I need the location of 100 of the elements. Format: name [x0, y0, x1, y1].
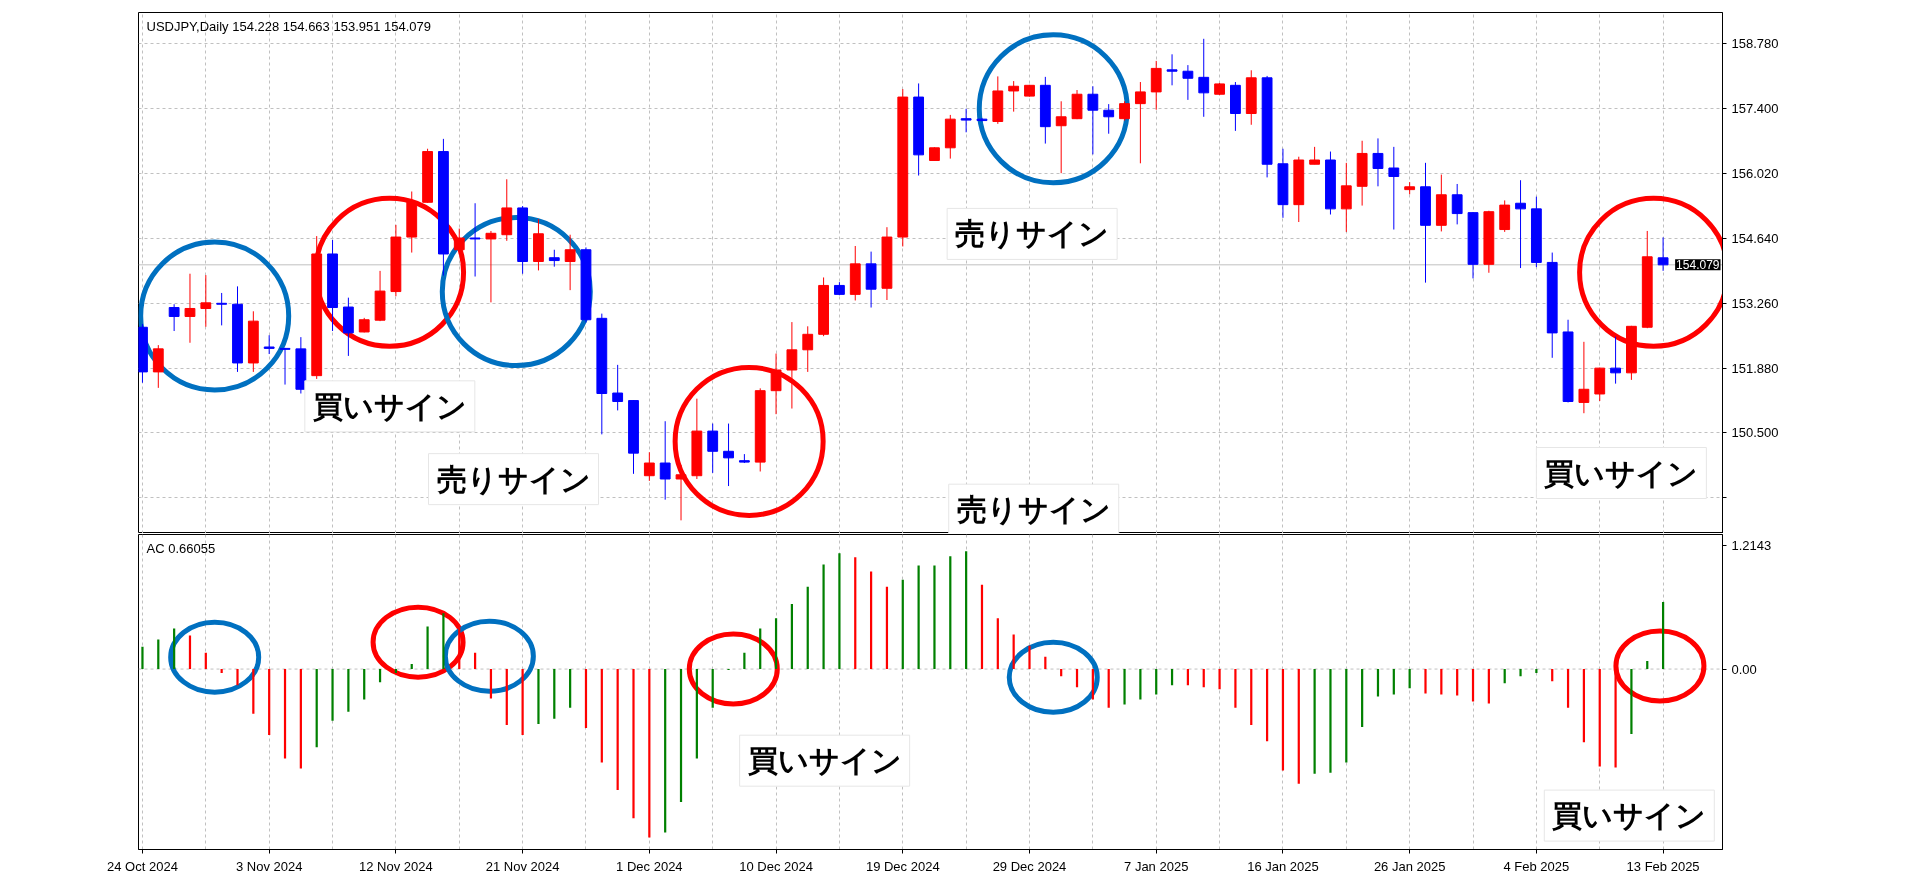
annotation: 買いサイン: [1544, 455, 1699, 491]
candlestick: [263, 334, 275, 355]
bar: [949, 556, 952, 670]
bar: [283, 669, 287, 759]
candlestick: [152, 344, 164, 389]
bar: [553, 669, 556, 719]
bar: [1297, 669, 1300, 784]
bar: [1487, 669, 1490, 704]
bar: [1345, 669, 1348, 763]
candlestick: [1119, 100, 1130, 122]
x-tick-label: 13 Feb 2025: [1626, 858, 1700, 873]
x-tick-label: 24 Oct 2024: [107, 858, 178, 873]
bar: [299, 669, 302, 769]
bar: [442, 613, 445, 670]
x-tick-label: 3 Nov 2024: [235, 858, 303, 873]
bar: [569, 669, 572, 708]
bar: [331, 669, 334, 721]
text: USDJPY,Daily 154.228 154.663 153.951 154.079: [146, 18, 432, 34]
bar: [933, 565, 936, 670]
candlestick: [960, 108, 972, 133]
candlestick: [1103, 103, 1115, 135]
bar: [980, 584, 984, 670]
bar: [759, 628, 762, 670]
candlestick: [1610, 336, 1621, 385]
x-tick-label: 7 Jan 2025: [1124, 858, 1189, 873]
bar: [1471, 669, 1475, 702]
candlestick: [1198, 38, 1210, 118]
text: AC 0.66055: [146, 540, 216, 556]
bar: [236, 669, 239, 686]
bar: [1281, 669, 1285, 771]
bar: [1598, 669, 1601, 767]
y-tick-label: 0.00: [1731, 661, 1757, 677]
bar: [1661, 602, 1665, 670]
bar: [458, 627, 461, 670]
y-tick-label: 156.020: [1731, 166, 1779, 182]
candlestick: [707, 423, 719, 474]
bar: [854, 557, 857, 670]
bar: [1265, 669, 1269, 742]
candlestick: [1340, 162, 1352, 233]
bar: [838, 553, 841, 670]
bar: [996, 618, 999, 670]
annotation: 売りサイン: [436, 461, 591, 497]
candlestick: [564, 234, 576, 291]
candlestick: [1008, 80, 1020, 113]
candlestick: [1515, 179, 1526, 269]
bar: [774, 618, 778, 670]
bar: [505, 669, 508, 725]
bar: [1329, 669, 1332, 773]
bar: [1582, 669, 1586, 743]
bar: [885, 586, 889, 670]
bar: [252, 669, 255, 714]
candlestick: [612, 364, 624, 411]
bar: [521, 669, 524, 736]
candlestick: [1166, 53, 1178, 86]
candlestick: [184, 273, 196, 344]
x-tick-label: 4 Feb 2025: [1503, 858, 1570, 873]
candlestick: [802, 325, 814, 373]
y-tick-label: 157.400: [1731, 101, 1779, 117]
bar: [1139, 669, 1142, 700]
annotation: 売りサイン: [955, 216, 1110, 252]
bar: [822, 564, 825, 670]
bar: [1566, 669, 1570, 708]
y-tick-label: 150.500: [1731, 425, 1779, 441]
bar: [616, 669, 619, 790]
bar: [917, 565, 920, 670]
x-tick-label: 26 Jan 2025: [1373, 858, 1446, 873]
bar: [600, 669, 603, 763]
y-tick-label: 153.260: [1731, 295, 1779, 311]
x-tick-label: 1 Dec 2024: [616, 858, 683, 873]
candlestick: [279, 347, 291, 386]
candlestick: [1657, 236, 1669, 272]
y-tick-label: 1.2143: [1731, 538, 1772, 554]
bar: [268, 669, 271, 736]
bar: [806, 586, 809, 670]
bar: [1361, 669, 1364, 727]
bar: [1107, 669, 1110, 708]
bar: [648, 669, 651, 838]
x-tick-label: 29 Dec 2024: [992, 858, 1067, 873]
bar: [1250, 669, 1253, 725]
candlestick: [723, 423, 734, 487]
bar: [141, 646, 144, 670]
bar: [378, 669, 382, 683]
candlestick: [485, 230, 497, 303]
candlestick: [216, 292, 228, 326]
candlestick: [1451, 183, 1463, 225]
x-tick-label: 10 Dec 2024: [739, 858, 813, 873]
bar: [1313, 669, 1316, 774]
bar: [901, 579, 904, 670]
bar: [965, 551, 968, 670]
bar: [869, 571, 873, 670]
bar: [1519, 669, 1522, 677]
candlestick: [643, 451, 655, 482]
candlestick: [200, 274, 212, 328]
annotation: 売りサイン: [956, 492, 1111, 528]
bar: [347, 669, 350, 712]
bar: [1123, 669, 1126, 705]
bar: [426, 626, 429, 670]
bar: [1091, 669, 1094, 700]
bar: [315, 669, 318, 748]
candlestick: [1150, 60, 1162, 111]
